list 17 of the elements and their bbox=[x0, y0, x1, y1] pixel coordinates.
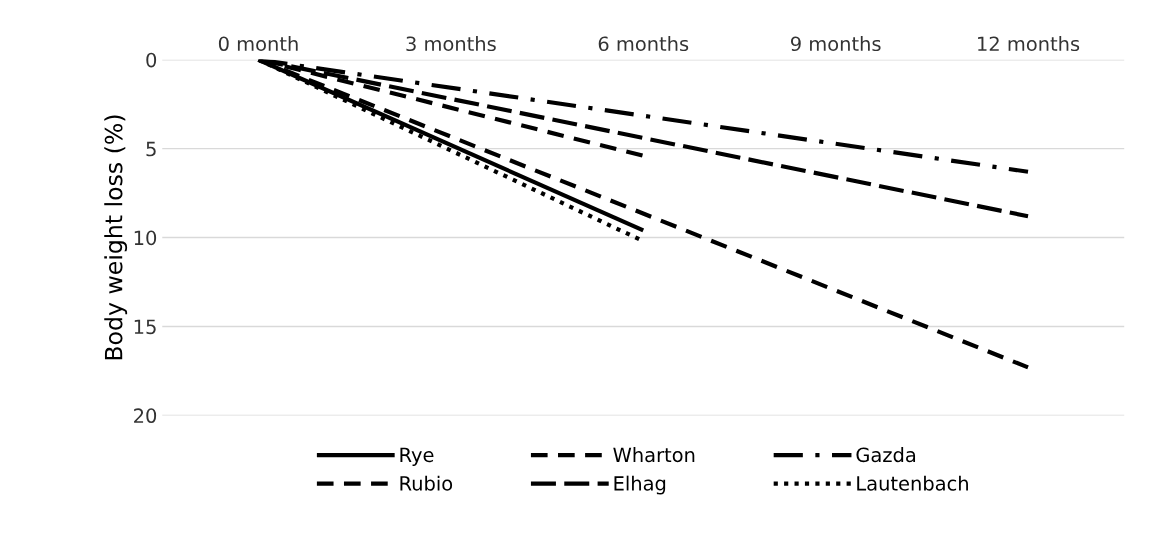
y-tick-label: 5 bbox=[146, 141, 156, 157]
y-tick-label: 0 bbox=[146, 52, 157, 68]
x-tick-label: 6 months bbox=[598, 36, 689, 52]
y-axis-title: Body weight loss (%) bbox=[104, 115, 128, 360]
x-tick-label: 12 months bbox=[978, 36, 1080, 52]
x-tick-label: 3 months bbox=[406, 36, 496, 52]
legend-label: Gazda bbox=[856, 447, 916, 463]
legend-label: Elhag bbox=[614, 475, 666, 495]
y-tick-label: 15 bbox=[134, 319, 156, 335]
y-tick-label: 20 bbox=[134, 408, 157, 424]
legend-label: Wharton bbox=[613, 447, 695, 463]
y-tick-label: 10 bbox=[134, 230, 157, 246]
legend-label: Rye bbox=[400, 447, 434, 466]
legend-label: Rubio bbox=[400, 475, 453, 491]
legend-label: Lautenbach bbox=[857, 475, 968, 491]
x-tick-label: 0 month bbox=[218, 36, 298, 52]
x-tick-label: 9 months bbox=[790, 36, 881, 52]
